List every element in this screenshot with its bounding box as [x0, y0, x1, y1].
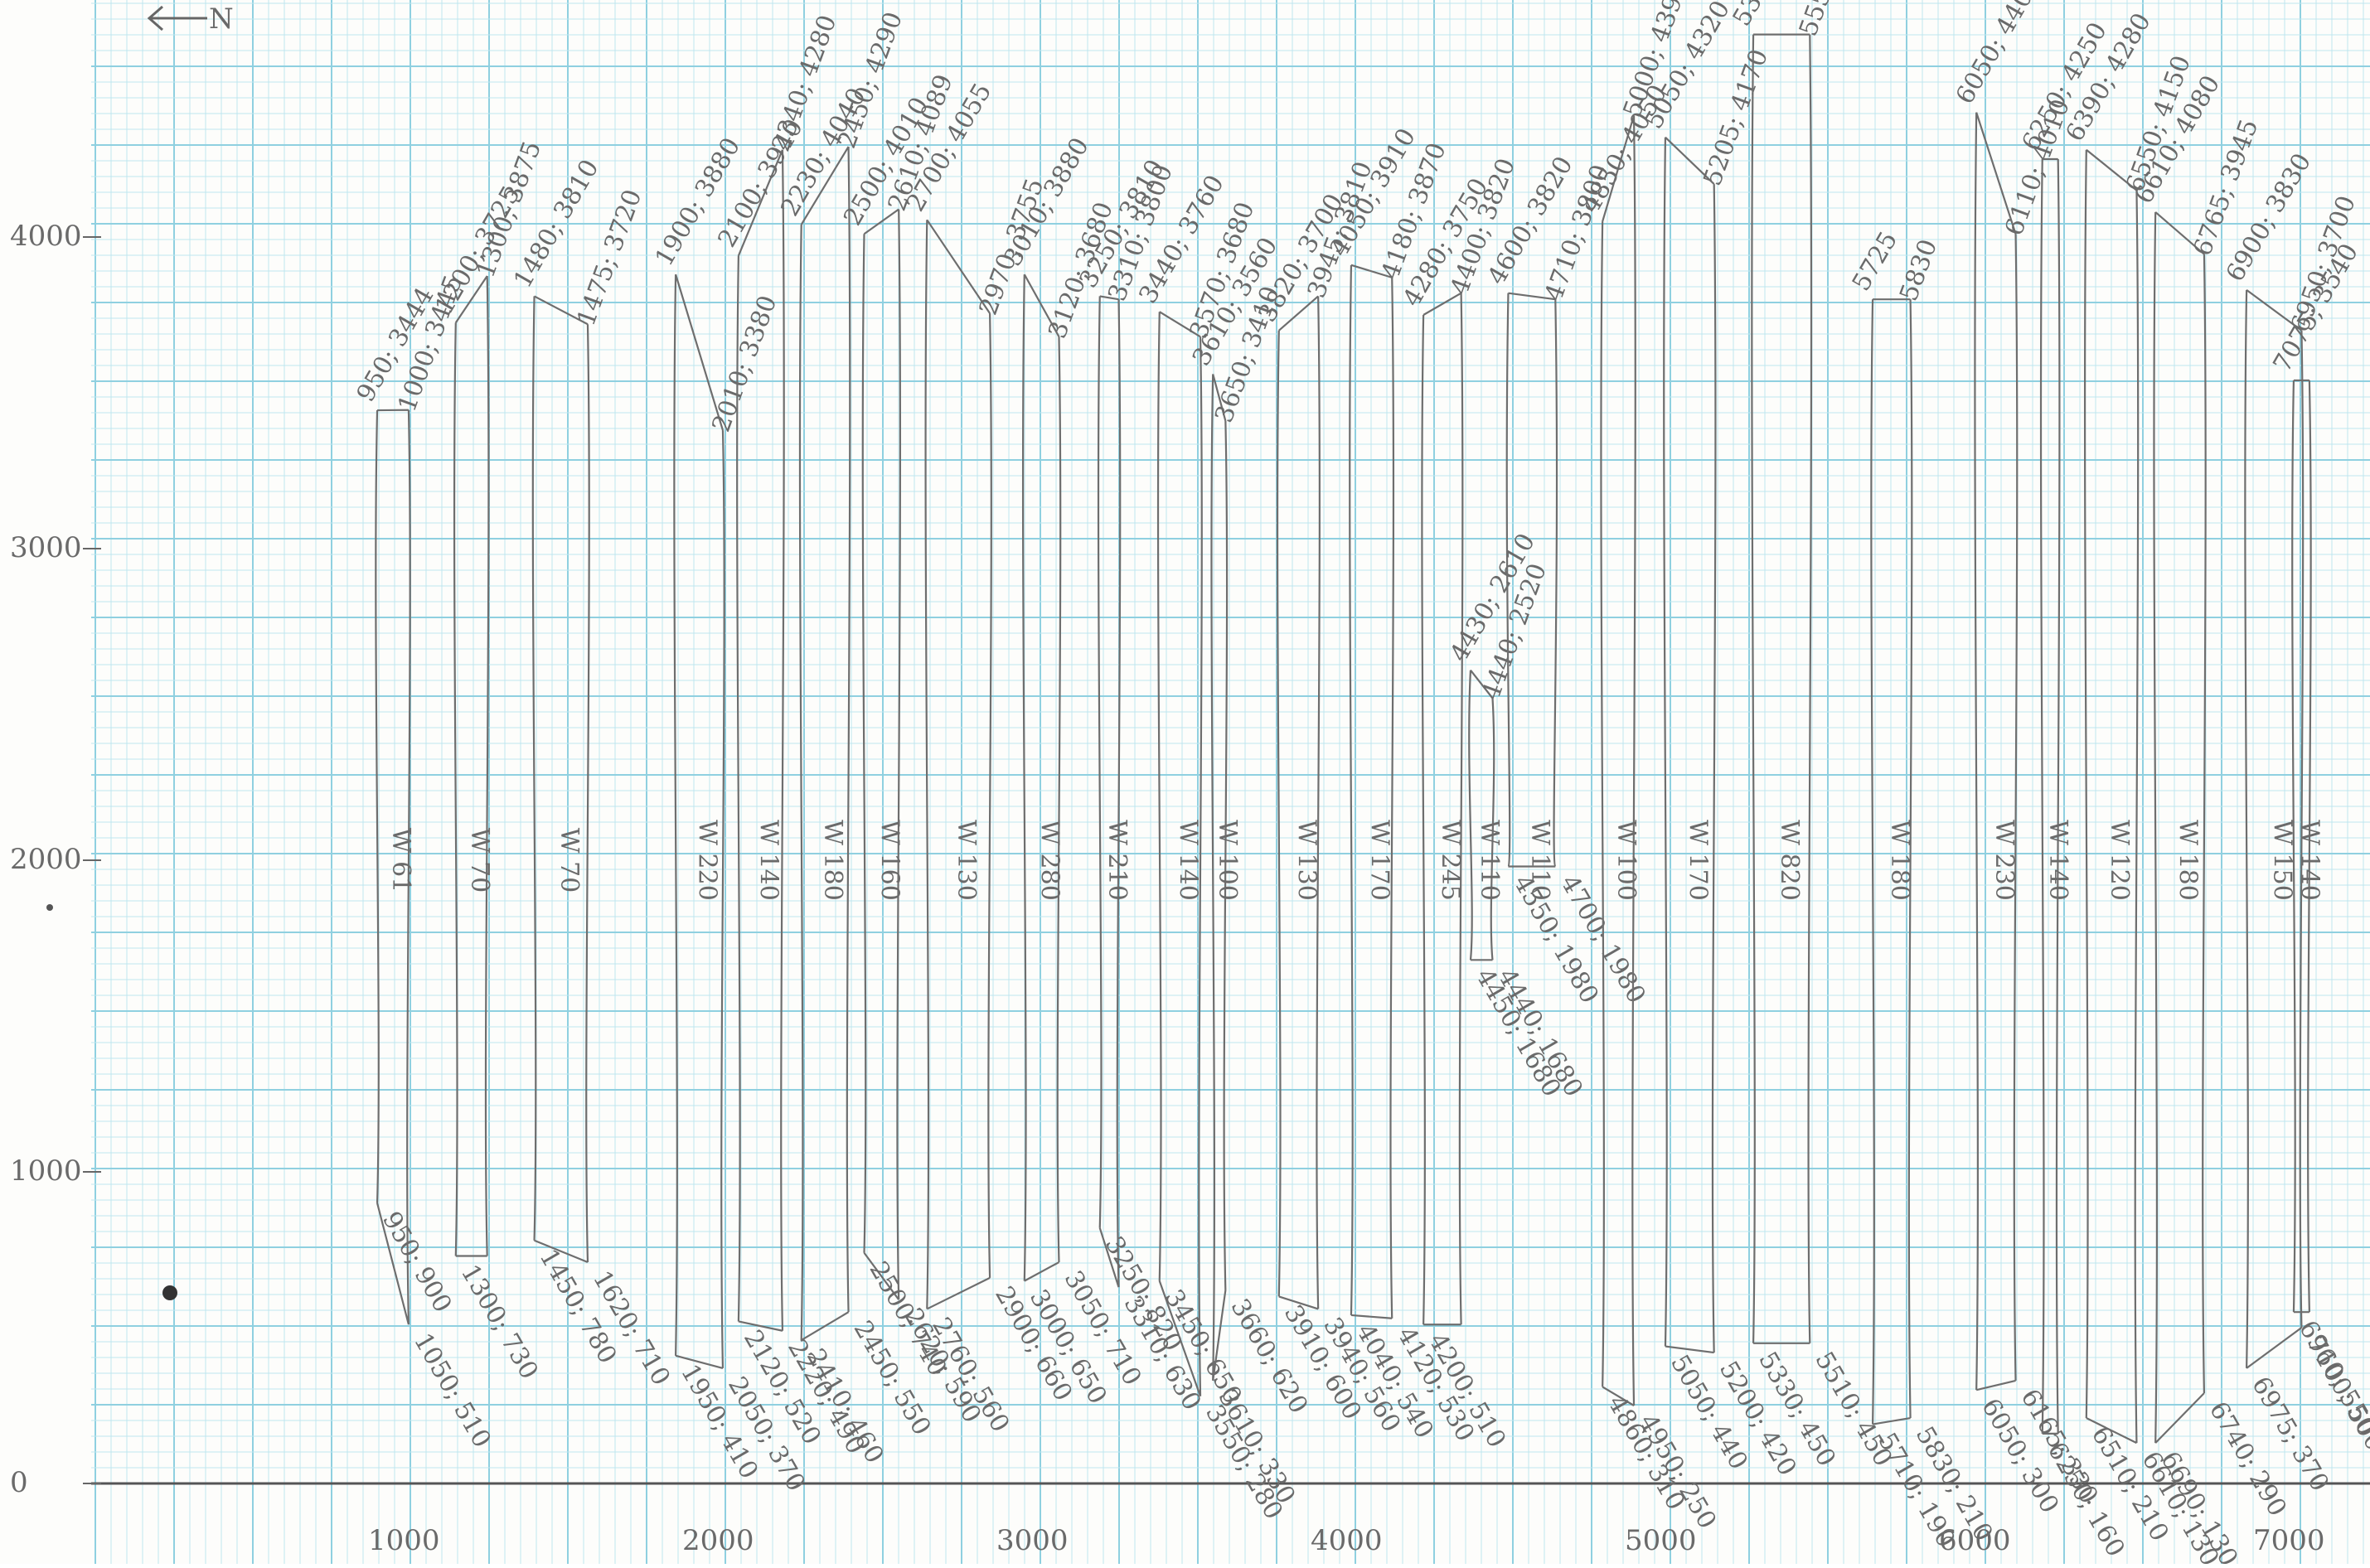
y-tick-label: 2000: [10, 843, 82, 876]
y-tick-label: 1000: [10, 1154, 82, 1188]
band-width-label: W 150: [2267, 820, 2296, 901]
band-top-label-2: 1475; 3720: [572, 186, 648, 330]
band-width-label: W 140: [2295, 820, 2324, 901]
band-width-label: W 100: [1612, 820, 1641, 901]
band-width-label: W 110: [1475, 820, 1504, 901]
band-outline: [1156, 311, 1203, 1397]
band-outline: [1663, 136, 1717, 1354]
band-outline: [673, 273, 725, 1369]
band-top-label-2: 5830: [1894, 235, 1943, 305]
band-top-label-2: 2010; 3380: [707, 292, 783, 436]
band-width-label: W 170: [1365, 820, 1394, 901]
band-outline: [1468, 669, 1495, 961]
band-outline: [861, 208, 902, 1300]
band-width-label: W 210: [1103, 820, 1132, 901]
band-width-label: W 61: [386, 828, 415, 893]
band-outline: [1751, 33, 1813, 1344]
band-width-label: W 100: [1213, 820, 1242, 901]
band-outline: [1097, 295, 1122, 1288]
band-width-label: W 230: [1990, 820, 2019, 901]
band-outline: [2039, 157, 2061, 1435]
band-width-label: W 220: [693, 820, 722, 901]
north-label: N: [209, 2, 234, 36]
band-outline: [1021, 273, 1062, 1282]
band-width-label: W 180: [818, 820, 847, 901]
band-width-label: W 140: [2043, 820, 2072, 901]
band-outline: [2083, 148, 2140, 1445]
band-width-label: W 110: [1525, 820, 1554, 901]
x-tick-label: 4000: [1311, 1524, 1383, 1557]
band-width-label: W 180: [2174, 820, 2203, 901]
band-width-label: W 280: [1035, 820, 1064, 901]
x-tick-label: 5000: [1625, 1524, 1697, 1557]
band-width-label: W 70: [555, 828, 584, 893]
band-outline: [1600, 115, 1636, 1406]
north-arrow-head: [147, 5, 163, 31]
band-outline: [924, 219, 992, 1310]
band-width-label: W 140: [1173, 820, 1202, 901]
y-tick-labels: 0 1000 2000 3000 4000: [10, 220, 101, 1499]
band-outline: [798, 146, 851, 1341]
band-width-label: W 170: [1683, 820, 1712, 901]
band-width-label: W 245: [1436, 820, 1465, 901]
band-outline: [1505, 292, 1558, 868]
band-outline: [2244, 289, 2305, 1369]
band-outline: [531, 295, 590, 1264]
band-outline: [375, 409, 411, 1325]
band-bottom-label: 950; 900: [376, 1207, 457, 1318]
pencil-dot: [46, 904, 53, 911]
band-outline: [1276, 295, 1321, 1310]
north-arrow: N: [147, 2, 234, 36]
x-tick-label: 2000: [682, 1524, 754, 1557]
band-width-label: W 130: [1292, 820, 1321, 901]
band-width-label: W 180: [1885, 820, 1914, 901]
band-outline: [1974, 112, 2019, 1391]
band-outline: [2291, 379, 2312, 1314]
band-outline: [453, 275, 490, 1257]
y-tick-label: 3000: [10, 531, 82, 564]
band-bottom-label-2: 1050; 510: [408, 1328, 497, 1453]
pencil-dot: [162, 1285, 177, 1300]
band-outline: [2153, 211, 2207, 1444]
x-tick-label: 6000: [1939, 1524, 2011, 1557]
x-tick-label: 1000: [368, 1524, 440, 1557]
band-top-label: 5725: [1847, 227, 1903, 297]
band-top-label: 1900; 3880: [650, 133, 746, 271]
x-tick-label: 7000: [2253, 1524, 2325, 1557]
x-tick-label: 3000: [996, 1524, 1069, 1557]
band-width-label: W 120: [2105, 820, 2134, 901]
band-width-label: W 140: [754, 820, 783, 901]
band-outline: [1349, 264, 1395, 1319]
band-width-label: W 160: [875, 820, 904, 901]
y-tick-label: 0: [10, 1466, 28, 1499]
band-width-label: W 820: [1775, 820, 1804, 901]
band-outline: [1870, 298, 1913, 1425]
band-width-label: W 130: [952, 820, 981, 901]
grid-lines: [91, 0, 2370, 1564]
x-tick-labels: 1000 2000 3000 4000 5000 6000 7000: [368, 1524, 2325, 1557]
band-width-label: W 70: [465, 828, 494, 893]
band-outline: [1421, 292, 1464, 1326]
band-outline: [1210, 374, 1229, 1382]
band-outline: [736, 149, 785, 1332]
y-tick-label: 4000: [10, 220, 82, 253]
